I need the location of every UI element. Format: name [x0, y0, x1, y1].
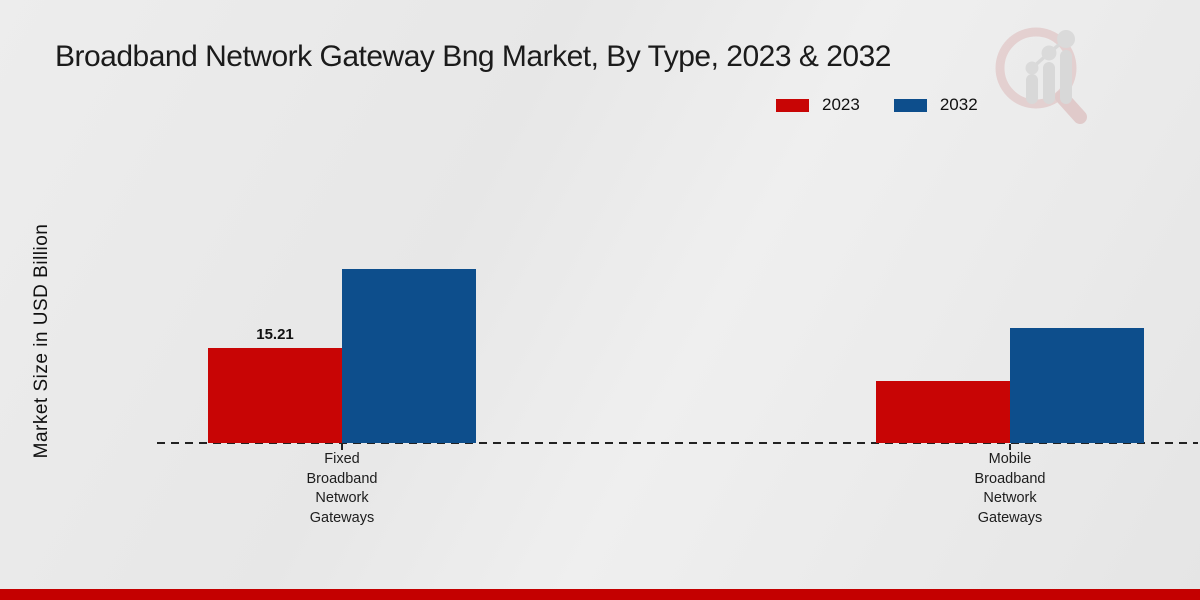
bar-2023-series: [208, 348, 342, 443]
category-label: Mobile Broadband Network Gateways: [974, 451, 1046, 526]
legend-label: 2032: [939, 95, 978, 114]
legend-swatch: [776, 98, 809, 112]
chart-title: Broadband Network Gateway Bng Market, By…: [55, 40, 891, 73]
x-axis-baseline: [157, 442, 1198, 444]
legend-item: 2032: [893, 95, 978, 115]
category-label: Fixed Broadband Network Gateways: [306, 451, 378, 526]
legend: 2023 2032: [776, 95, 978, 115]
x-axis-tick: [1009, 444, 1011, 450]
legend-item: 2023: [776, 95, 860, 115]
bar-2023-series: [876, 381, 1010, 443]
y-axis-label: Market Size in USD Billion: [31, 223, 52, 459]
footer-accent-bar: [0, 589, 1200, 600]
magnifier-bar-chart-logo-icon: [995, 27, 1087, 124]
legend-label: 2023: [822, 95, 860, 114]
x-axis-tick: [341, 444, 343, 450]
legend-swatch: [893, 98, 927, 112]
bar-2032-series: [1010, 328, 1144, 443]
bar-value-label: 15.21: [256, 326, 294, 343]
bar-2032-series: [342, 269, 476, 443]
